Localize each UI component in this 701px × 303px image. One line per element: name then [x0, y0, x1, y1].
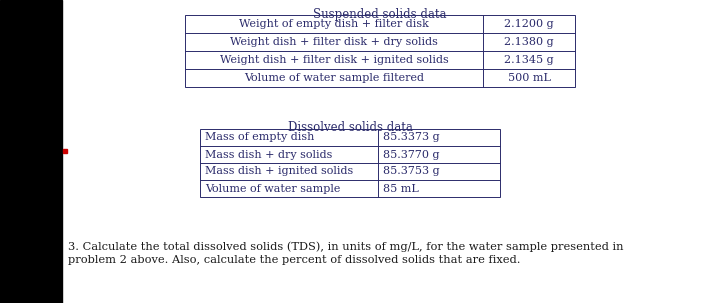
Text: 500 mL: 500 mL	[508, 73, 550, 83]
Text: 2.1200 g: 2.1200 g	[504, 19, 554, 29]
Text: Weight dish + filter disk + ignited solids: Weight dish + filter disk + ignited soli…	[219, 55, 449, 65]
Text: 85 mL: 85 mL	[383, 184, 418, 194]
Text: Suspended solids data: Suspended solids data	[313, 8, 447, 21]
Text: Mass dish + ignited solids: Mass dish + ignited solids	[205, 167, 353, 177]
Text: 2.1380 g: 2.1380 g	[504, 37, 554, 47]
Text: Mass dish + dry solids: Mass dish + dry solids	[205, 149, 332, 159]
Text: 2.1345 g: 2.1345 g	[504, 55, 554, 65]
Text: 85.3753 g: 85.3753 g	[383, 167, 440, 177]
Bar	[0, 0, 62, 303]
Text: Volume of water sample filtered: Volume of water sample filtered	[244, 73, 424, 83]
Text: 85.3373 g: 85.3373 g	[383, 132, 440, 142]
Text: 85.3770 g: 85.3770 g	[383, 149, 440, 159]
Text: Weight of empty dish + filter disk: Weight of empty dish + filter disk	[239, 19, 429, 29]
Bar	[185, 15, 575, 87]
Text: Weight dish + filter disk + dry solids: Weight dish + filter disk + dry solids	[230, 37, 438, 47]
Text: Volume of water sample: Volume of water sample	[205, 184, 341, 194]
Text: problem 2 above. Also, calculate the percent of dissolved solids that are fixed.: problem 2 above. Also, calculate the per…	[68, 255, 521, 265]
Text: Mass of empty dish: Mass of empty dish	[205, 132, 314, 142]
Text: Dissolved solids data: Dissolved solids data	[287, 121, 412, 134]
Bar	[200, 129, 500, 197]
Text: 3. Calculate the total dissolved solids (TDS), in units of mg/L, for the water s: 3. Calculate the total dissolved solids …	[68, 241, 623, 251]
